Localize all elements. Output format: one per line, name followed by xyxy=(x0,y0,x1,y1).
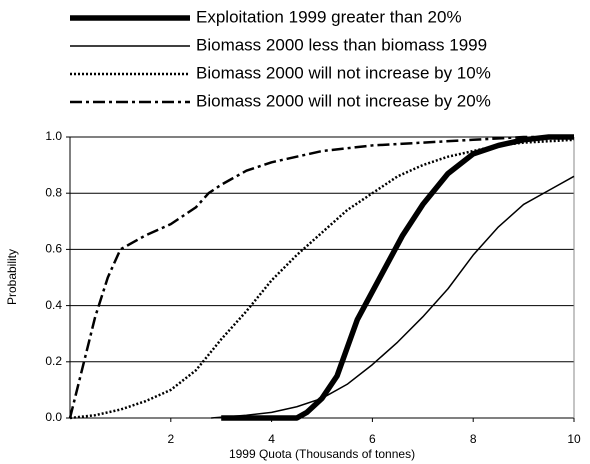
y-tick-label: 0.2 xyxy=(45,354,62,368)
y-tick-label: 1.0 xyxy=(45,129,62,143)
y-tick-label: 0.8 xyxy=(45,185,62,199)
y-tick-label: 0.4 xyxy=(45,298,62,312)
x-tick-label: 6 xyxy=(369,432,376,446)
series-line xyxy=(69,138,575,420)
x-tick-label: 2 xyxy=(167,432,174,446)
series-line xyxy=(221,134,574,421)
y-tick-label: 0.6 xyxy=(45,242,62,256)
legend-label: Exploitation 1999 greater than 20% xyxy=(196,7,462,26)
x-axis-label: 1999 Quota (Thousands of tonnes) xyxy=(229,447,415,461)
legend-label: Biomass 2000 will not increase by 20% xyxy=(196,91,491,110)
x-tick-label: 4 xyxy=(268,432,275,446)
y-axis-label: Probability xyxy=(5,249,19,305)
series-line xyxy=(211,175,575,419)
legend-label: Biomass 2000 will not increase by 10% xyxy=(196,63,491,82)
x-tick-label: 8 xyxy=(470,432,477,446)
y-tick-label: 0.0 xyxy=(45,410,62,424)
legend-label: Biomass 2000 less than biomass 1999 xyxy=(196,35,487,54)
x-tick-label: 10 xyxy=(567,432,581,446)
series-line xyxy=(68,135,574,419)
